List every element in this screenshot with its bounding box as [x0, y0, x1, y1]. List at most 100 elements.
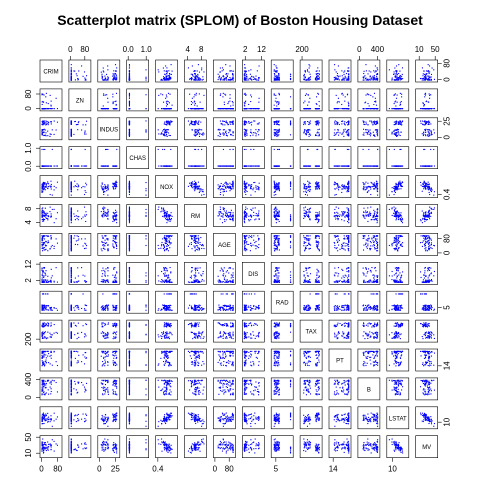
data-point: [397, 77, 399, 79]
data-point: [369, 75, 371, 77]
data-point: [245, 100, 247, 102]
data-point: [42, 215, 44, 217]
data-point: [249, 73, 251, 75]
data-point: [348, 108, 350, 110]
data-point: [223, 120, 225, 123]
data-point: [115, 214, 117, 216]
data-point: [393, 94, 395, 96]
data-point: [102, 76, 104, 78]
data-point: [339, 165, 341, 167]
data-point: [47, 185, 49, 188]
data-point: [106, 148, 108, 151]
data-point: [394, 165, 396, 167]
data-point: [398, 72, 400, 75]
data-point: [304, 183, 306, 185]
data-point: [43, 184, 45, 186]
data-point: [289, 122, 292, 124]
data-point: [244, 108, 246, 110]
data-point: [47, 219, 49, 221]
data-point: [397, 108, 399, 110]
data-point: [44, 207, 46, 209]
data-point: [274, 77, 276, 79]
data-point: [423, 105, 425, 107]
data-point: [258, 101, 260, 103]
data-point: [128, 131, 131, 133]
data-point: [374, 78, 376, 80]
data-point: [430, 77, 432, 79]
data-point: [196, 79, 199, 81]
data-point: [41, 131, 43, 133]
data-point: [115, 184, 118, 186]
data-point: [243, 182, 245, 184]
data-point: [106, 79, 108, 81]
data-point: [201, 133, 203, 135]
data-point: [116, 222, 118, 224]
data-point: [318, 132, 320, 134]
data-point: [82, 216, 84, 218]
data-point: [422, 182, 424, 184]
data-point: [245, 186, 247, 188]
data-point: [217, 188, 219, 190]
data-point: [425, 94, 427, 96]
data-point: [217, 135, 219, 137]
data-point: [347, 121, 349, 123]
data-point: [84, 190, 86, 192]
data-point: [316, 103, 318, 106]
data-point: [43, 214, 45, 216]
data-point: [429, 193, 431, 196]
data-point: [374, 97, 376, 99]
data-point: [422, 165, 424, 167]
data-point: [395, 100, 397, 102]
data-point: [375, 165, 377, 167]
panel-frame: [213, 146, 236, 169]
data-point: [166, 96, 168, 98]
data-point: [275, 188, 277, 190]
data-point: [245, 131, 247, 133]
data-point: [244, 101, 246, 103]
panel-indus-crim: [39, 117, 63, 141]
data-point: [433, 78, 436, 80]
data-point: [70, 183, 72, 185]
data-point: [394, 79, 396, 81]
data-point: [304, 70, 306, 72]
data-point: [368, 94, 370, 96]
data-point: [428, 186, 431, 188]
data-point: [278, 185, 280, 188]
data-point: [400, 79, 402, 81]
data-point: [370, 79, 372, 81]
data-point: [306, 108, 308, 110]
data-point: [368, 130, 370, 132]
data-point: [219, 67, 221, 69]
data-point: [396, 101, 398, 103]
data-point: [114, 100, 116, 103]
data-point: [395, 108, 397, 110]
data-point: [365, 165, 367, 167]
data-point: [346, 134, 348, 136]
data-point: [370, 108, 372, 110]
data-point: [398, 188, 400, 190]
data-point: [229, 77, 231, 79]
data-point: [49, 108, 51, 110]
data-point: [423, 79, 425, 81]
data-point: [388, 129, 390, 131]
data-point: [430, 132, 432, 134]
data-point: [396, 183, 398, 185]
data-point: [244, 191, 246, 194]
data-point: [395, 189, 397, 191]
data-point: [391, 131, 393, 133]
data-point: [227, 101, 230, 103]
data-point: [276, 70, 278, 72]
data-point: [376, 187, 378, 189]
data-point: [232, 188, 234, 190]
data-point: [258, 108, 260, 110]
data-point: [229, 121, 231, 123]
data-point: [333, 132, 335, 134]
data-point: [187, 108, 189, 110]
data-point: [377, 194, 379, 196]
data-point: [374, 108, 376, 110]
data-point: [344, 70, 346, 72]
data-point: [316, 183, 318, 185]
panel-nox-indus: [97, 175, 121, 198]
data-point: [195, 120, 197, 122]
data-point: [401, 182, 403, 184]
